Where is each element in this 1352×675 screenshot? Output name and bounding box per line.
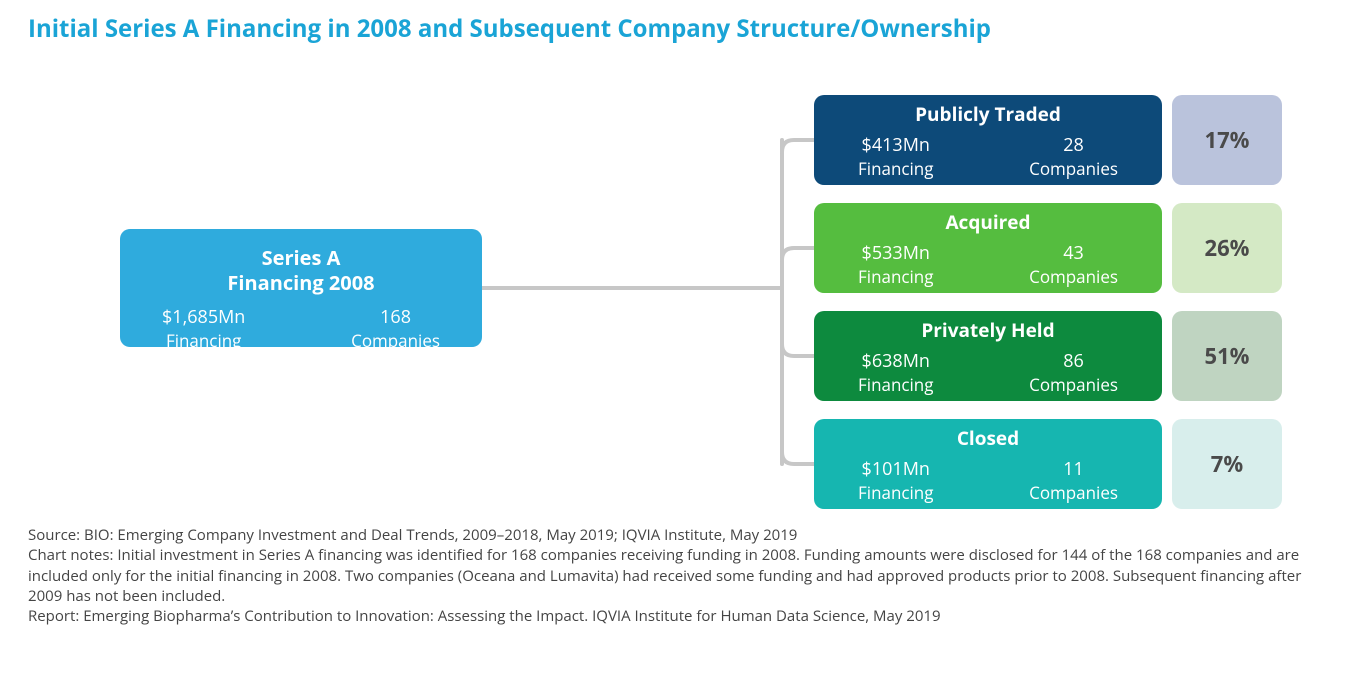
leaf-percentage: 17% <box>1172 95 1282 185</box>
root-financing-label: Financing <box>162 329 245 352</box>
leaf-financing-value: $533Mn <box>858 241 933 265</box>
leaf-financing-label: Financing <box>858 481 933 504</box>
leaf-companies-value: 43 <box>1029 241 1118 265</box>
leaf-financing-value: $638Mn <box>858 349 933 373</box>
leaf-companies-value: 86 <box>1029 349 1118 373</box>
leaf-percentage: 26% <box>1172 203 1282 293</box>
footer-source: Source: BIO: Emerging Company Investment… <box>28 525 1324 545</box>
leaf-companies-label: Companies <box>1029 373 1118 396</box>
leaf-companies-label: Companies <box>1029 265 1118 288</box>
leaf-financing-label: Financing <box>858 157 933 180</box>
leaf-title: Closed <box>836 425 1140 451</box>
leaf-companies-label: Companies <box>1029 481 1118 504</box>
diagram-canvas: Series A Financing 2008 $1,685Mn Financi… <box>28 85 1324 525</box>
leaf-node: Privately Held $638MnFinancing 86Companies <box>814 311 1162 401</box>
leaf-financing-label: Financing <box>858 373 933 396</box>
root-financing-value: $1,685Mn <box>162 305 245 329</box>
connector-lines <box>482 85 814 525</box>
leaf-companies-label: Companies <box>1029 157 1118 180</box>
leaf-financing-value: $101Mn <box>858 457 933 481</box>
footer-notes: Source: BIO: Emerging Company Investment… <box>28 525 1324 626</box>
footer-chart-notes: Chart notes: Initial investment in Serie… <box>28 545 1324 606</box>
leaf-row: Privately Held $638MnFinancing 86Companies… <box>814 311 1282 401</box>
leaf-node: Publicly Traded $413MnFinancing 28Companie… <box>814 95 1162 185</box>
leaf-node: Closed $101MnFinancing 11Companies <box>814 419 1162 509</box>
leaf-node: Acquired $533MnFinancing 43Companies <box>814 203 1162 293</box>
root-node-title: Series A Financing 2008 <box>144 245 458 295</box>
leaf-percentage: 51% <box>1172 311 1282 401</box>
leaf-title: Privately Held <box>836 317 1140 343</box>
root-node: Series A Financing 2008 $1,685Mn Financi… <box>120 229 482 347</box>
leaf-title: Acquired <box>836 209 1140 235</box>
leaf-companies-value: 11 <box>1029 457 1118 481</box>
leaf-percentage: 7% <box>1172 419 1282 509</box>
leaf-row: Publicly Traded $413MnFinancing 28Companie… <box>814 95 1282 185</box>
leaf-companies-value: 28 <box>1029 133 1118 157</box>
chart-title: Initial Series A Financing in 2008 and S… <box>28 12 1324 45</box>
leaf-financing-value: $413Mn <box>858 133 933 157</box>
leaf-title: Publicly Traded <box>836 101 1140 127</box>
leaf-row: Acquired $533MnFinancing 43Companies 26% <box>814 203 1282 293</box>
root-companies-label: Companies <box>351 329 440 352</box>
footer-report: Report: Emerging Biopharma’s Contributio… <box>28 606 1324 626</box>
root-companies-value: 168 <box>351 305 440 329</box>
leaf-financing-label: Financing <box>858 265 933 288</box>
leaf-row: Closed $101MnFinancing 11Companies 7% <box>814 419 1282 509</box>
